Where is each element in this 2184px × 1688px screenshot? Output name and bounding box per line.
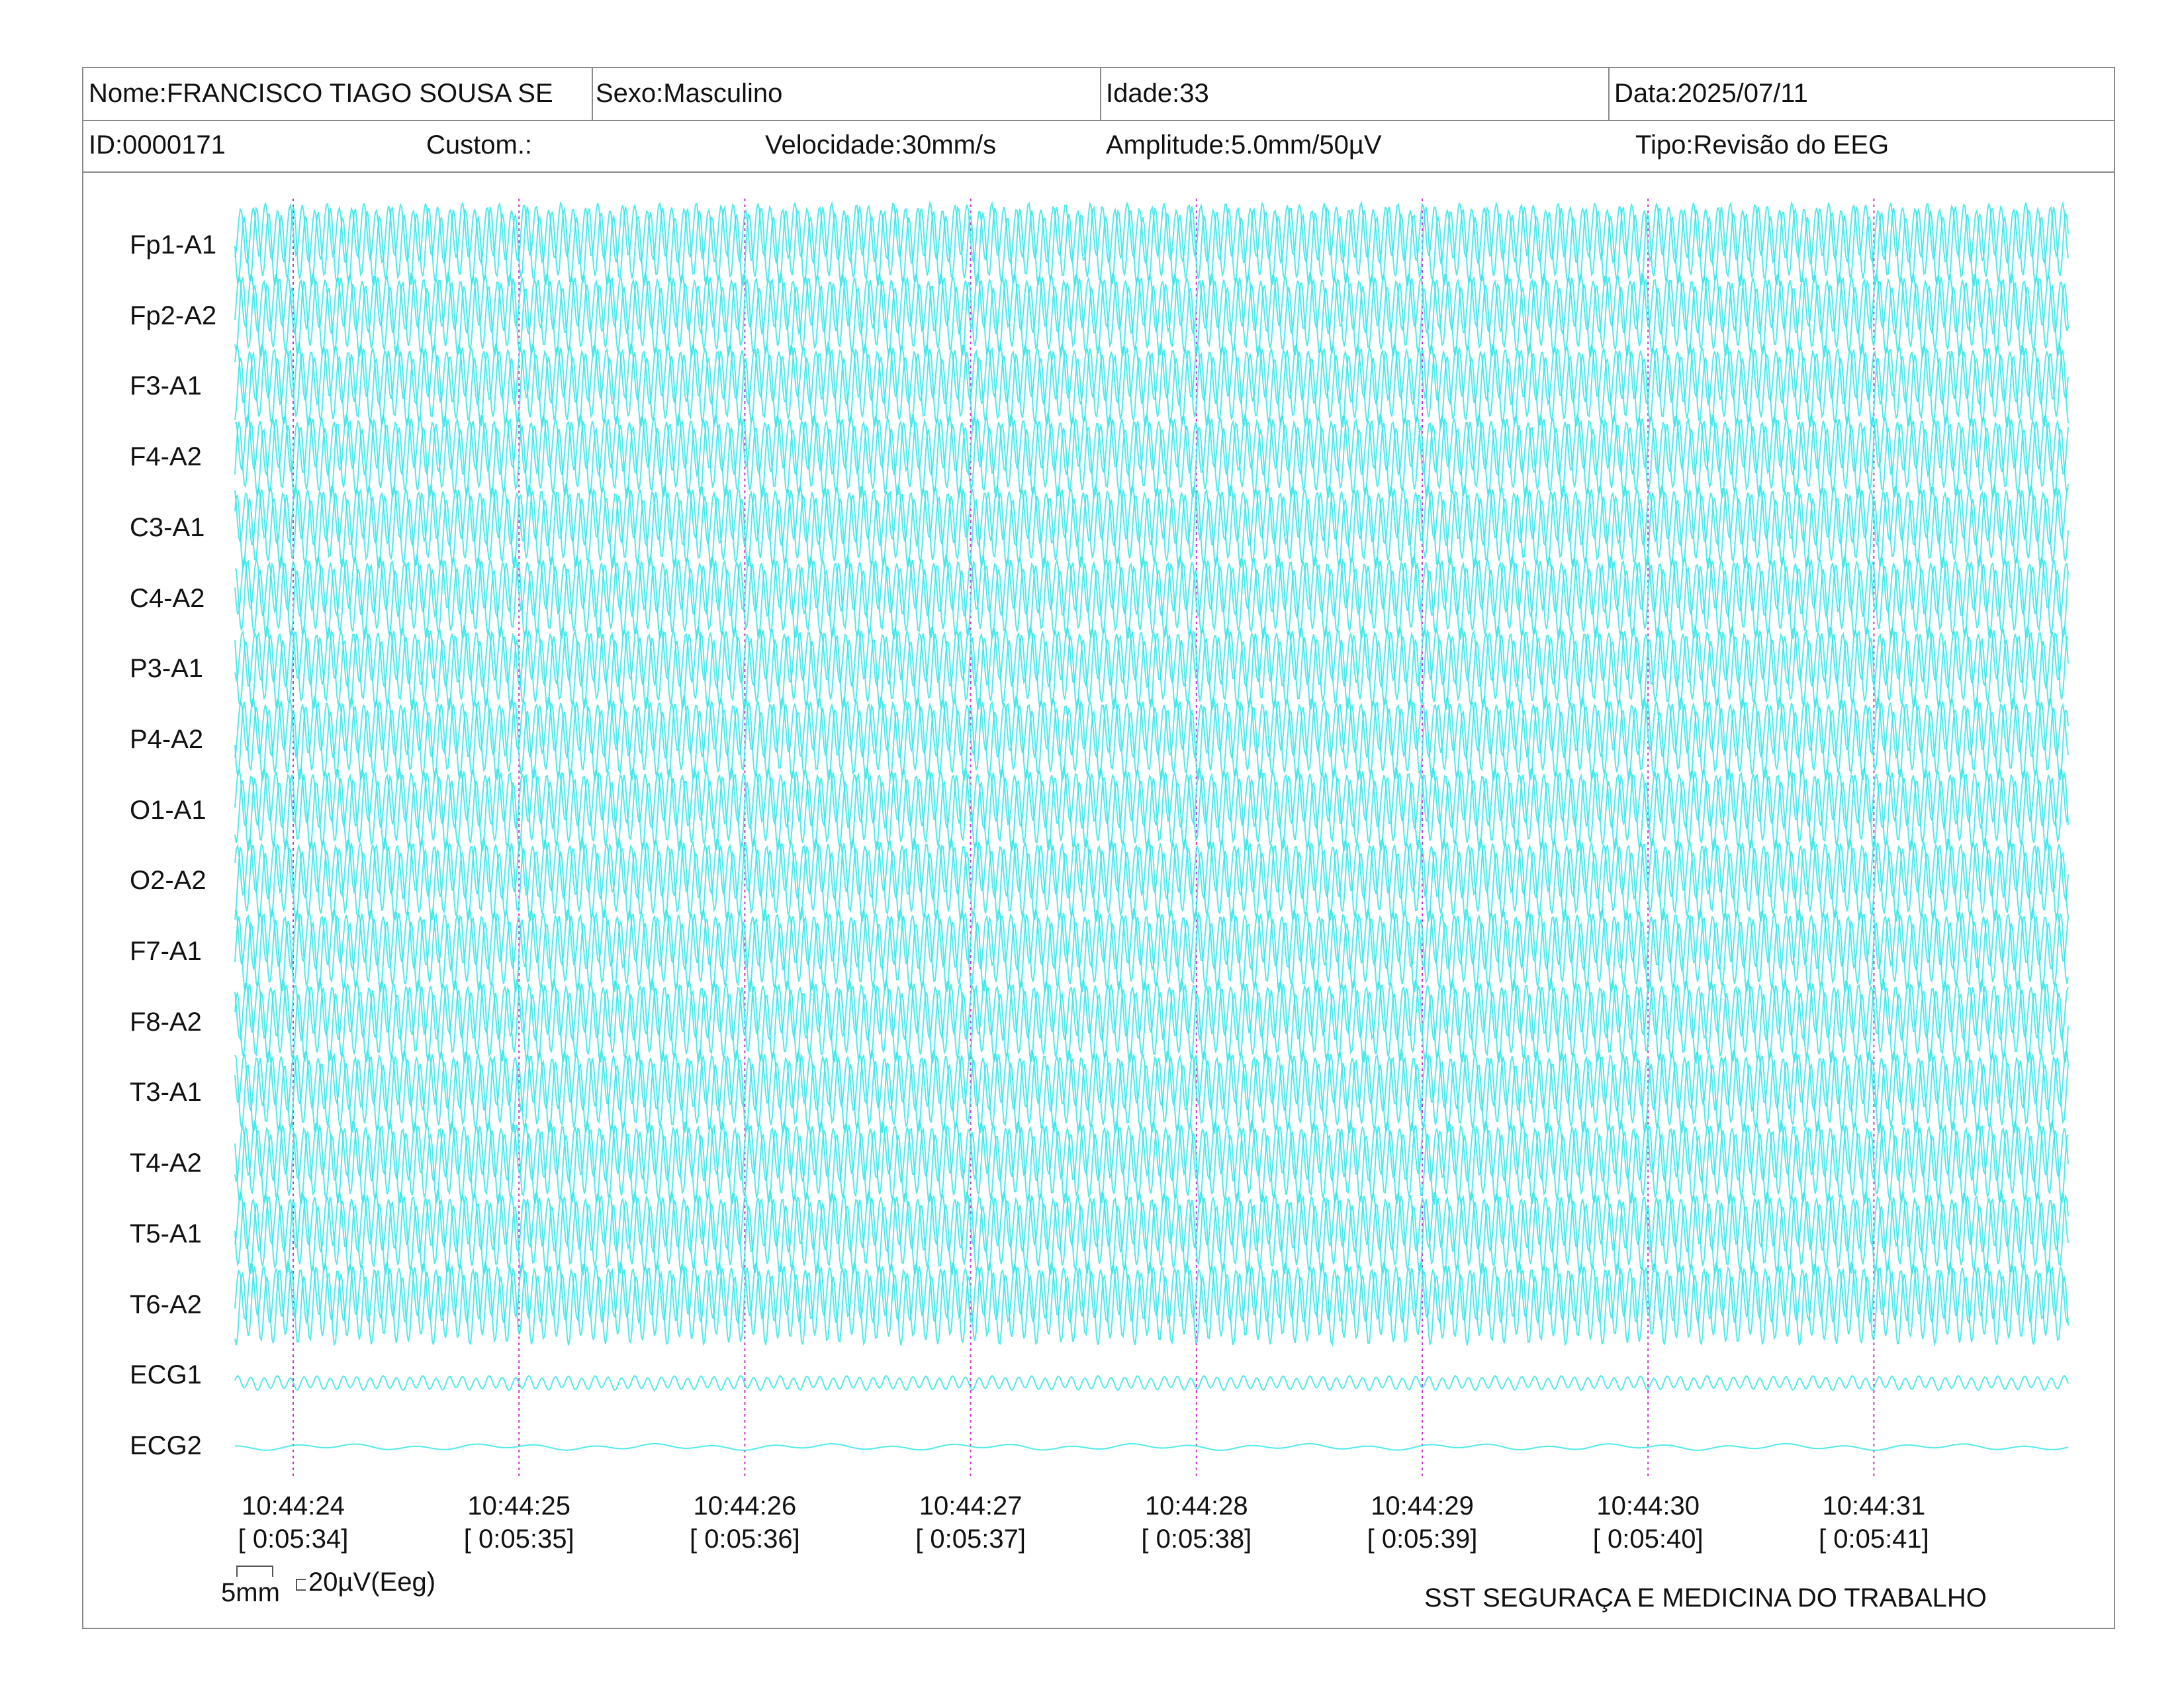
clock-time: 10:44:31 [1822, 1491, 1926, 1521]
channel-label: O1-A1 [130, 795, 206, 825]
trace-f7-a1 [234, 906, 2069, 994]
elapsed-time: [ 0:05:38] [1141, 1524, 1252, 1554]
exam-date: Data:2025/07/11 [1614, 79, 1808, 108]
patient-sex: Sexo:Masculino [596, 79, 783, 108]
channel-label: F3-A1 [130, 371, 202, 401]
clock-time: 10:44:29 [1371, 1491, 1474, 1521]
channel-label: T5-A1 [130, 1219, 202, 1248]
channel-label: T6-A2 [130, 1289, 202, 1319]
patient-id: ID:0000171 [89, 130, 226, 160]
trace-t6-a2 [234, 1260, 2069, 1347]
trace-f8-a2 [234, 977, 2069, 1065]
amplitude-setting: Amplitude:5.0mm/50µV [1106, 130, 1382, 160]
channel-label: F4-A2 [130, 442, 202, 472]
time-label: 10:44:27[ 0:05:37] [891, 1489, 1050, 1556]
trace-t4-a2 [234, 1118, 2069, 1206]
time-label: 10:44:24[ 0:05:34] [214, 1489, 373, 1556]
header-row-patient: Nome:FRANCISCO TIAGO SOUSA SE Sexo:Mascu… [83, 68, 2114, 121]
trace-t5-a1 [234, 1189, 2069, 1277]
time-calibration-label: 5mm [221, 1578, 280, 1607]
clock-time: 10:44:25 [467, 1491, 571, 1521]
elapsed-time: [ 0:05:36] [689, 1524, 800, 1554]
custom-field: Custom.: [426, 130, 533, 160]
trace-ecg1 [234, 1374, 2069, 1391]
trace-fp2-a2 [234, 271, 2069, 359]
elapsed-time: [ 0:05:40] [1592, 1524, 1704, 1554]
trace-f3-a1 [234, 341, 2069, 429]
channel-label: T3-A1 [130, 1078, 202, 1107]
channel-label: F7-A1 [130, 937, 202, 966]
trace-o2-a2 [234, 836, 2069, 923]
paper-speed: Velocidade:30mm/s [765, 130, 997, 160]
channel-label: C3-A1 [130, 512, 205, 542]
time-label: 10:44:26[ 0:05:36] [665, 1489, 824, 1556]
trace-p4-a2 [234, 694, 2069, 781]
clock-time: 10:44:27 [919, 1491, 1023, 1521]
exam-type: Tipo:Revisão do EEG [1635, 130, 1889, 160]
trace-ecg2 [235, 1442, 2069, 1451]
channel-label: ECG1 [130, 1360, 202, 1390]
clock-time: 10:44:30 [1596, 1491, 1700, 1521]
header-divider [592, 68, 593, 120]
trace-o1-a1 [234, 765, 2069, 853]
trace-fp1-a1 [234, 201, 2069, 288]
clock-time: 10:44:28 [1144, 1491, 1248, 1521]
channel-label: F8-A2 [130, 1007, 202, 1037]
channel-label: P3-A1 [130, 654, 204, 684]
trace-c4-a2 [234, 553, 2069, 641]
header-divider [1608, 68, 1610, 120]
elapsed-time: [ 0:05:35] [463, 1524, 574, 1554]
time-label: 10:44:25[ 0:05:35] [439, 1489, 598, 1556]
channel-label: Fp1-A1 [130, 230, 217, 259]
patient-name: Nome:FRANCISCO TIAGO SOUSA SE [89, 79, 553, 108]
trace-p3-a1 [234, 624, 2069, 712]
clock-time: 10:44:26 [693, 1491, 797, 1521]
channel-label: P4-A2 [130, 724, 204, 754]
header-row-exam: ID:0000171 Custom.: Velocidade:30mm/s Am… [83, 120, 2114, 173]
time-label: 10:44:31[ 0:05:41] [1794, 1489, 1953, 1556]
channel-label: ECG2 [130, 1430, 202, 1460]
channel-label: C4-A2 [130, 583, 205, 613]
channel-label: O2-A2 [130, 866, 206, 896]
elapsed-time: [ 0:05:34] [238, 1524, 349, 1554]
channel-label: Fp2-A2 [130, 301, 217, 330]
time-label: 10:44:28[ 0:05:38] [1117, 1489, 1276, 1556]
trace-t3-a1 [234, 1048, 2069, 1135]
clock-time: 10:44:24 [242, 1491, 345, 1521]
elapsed-time: [ 0:05:37] [915, 1524, 1026, 1554]
header-divider [1100, 68, 1101, 120]
patient-age: Idade:33 [1106, 79, 1209, 108]
time-label: 10:44:29[ 0:05:39] [1343, 1489, 1502, 1556]
trace-f4-a2 [234, 412, 2069, 500]
eeg-report-sheet: Nome:FRANCISCO TIAGO SOUSA SE Sexo:Mascu… [82, 67, 2115, 1629]
elapsed-time: [ 0:05:41] [1818, 1524, 1929, 1554]
amplitude-calibration-label: 20µV(Eeg) [308, 1568, 436, 1597]
organization-name: SST SEGURAÇA E MEDICINA DO TRABALHO [1424, 1583, 1987, 1613]
channel-label: T4-A2 [130, 1149, 202, 1178]
time-label: 10:44:30[ 0:05:40] [1569, 1489, 1727, 1556]
elapsed-time: [ 0:05:39] [1367, 1524, 1478, 1554]
trace-c3-a1 [234, 483, 2069, 570]
